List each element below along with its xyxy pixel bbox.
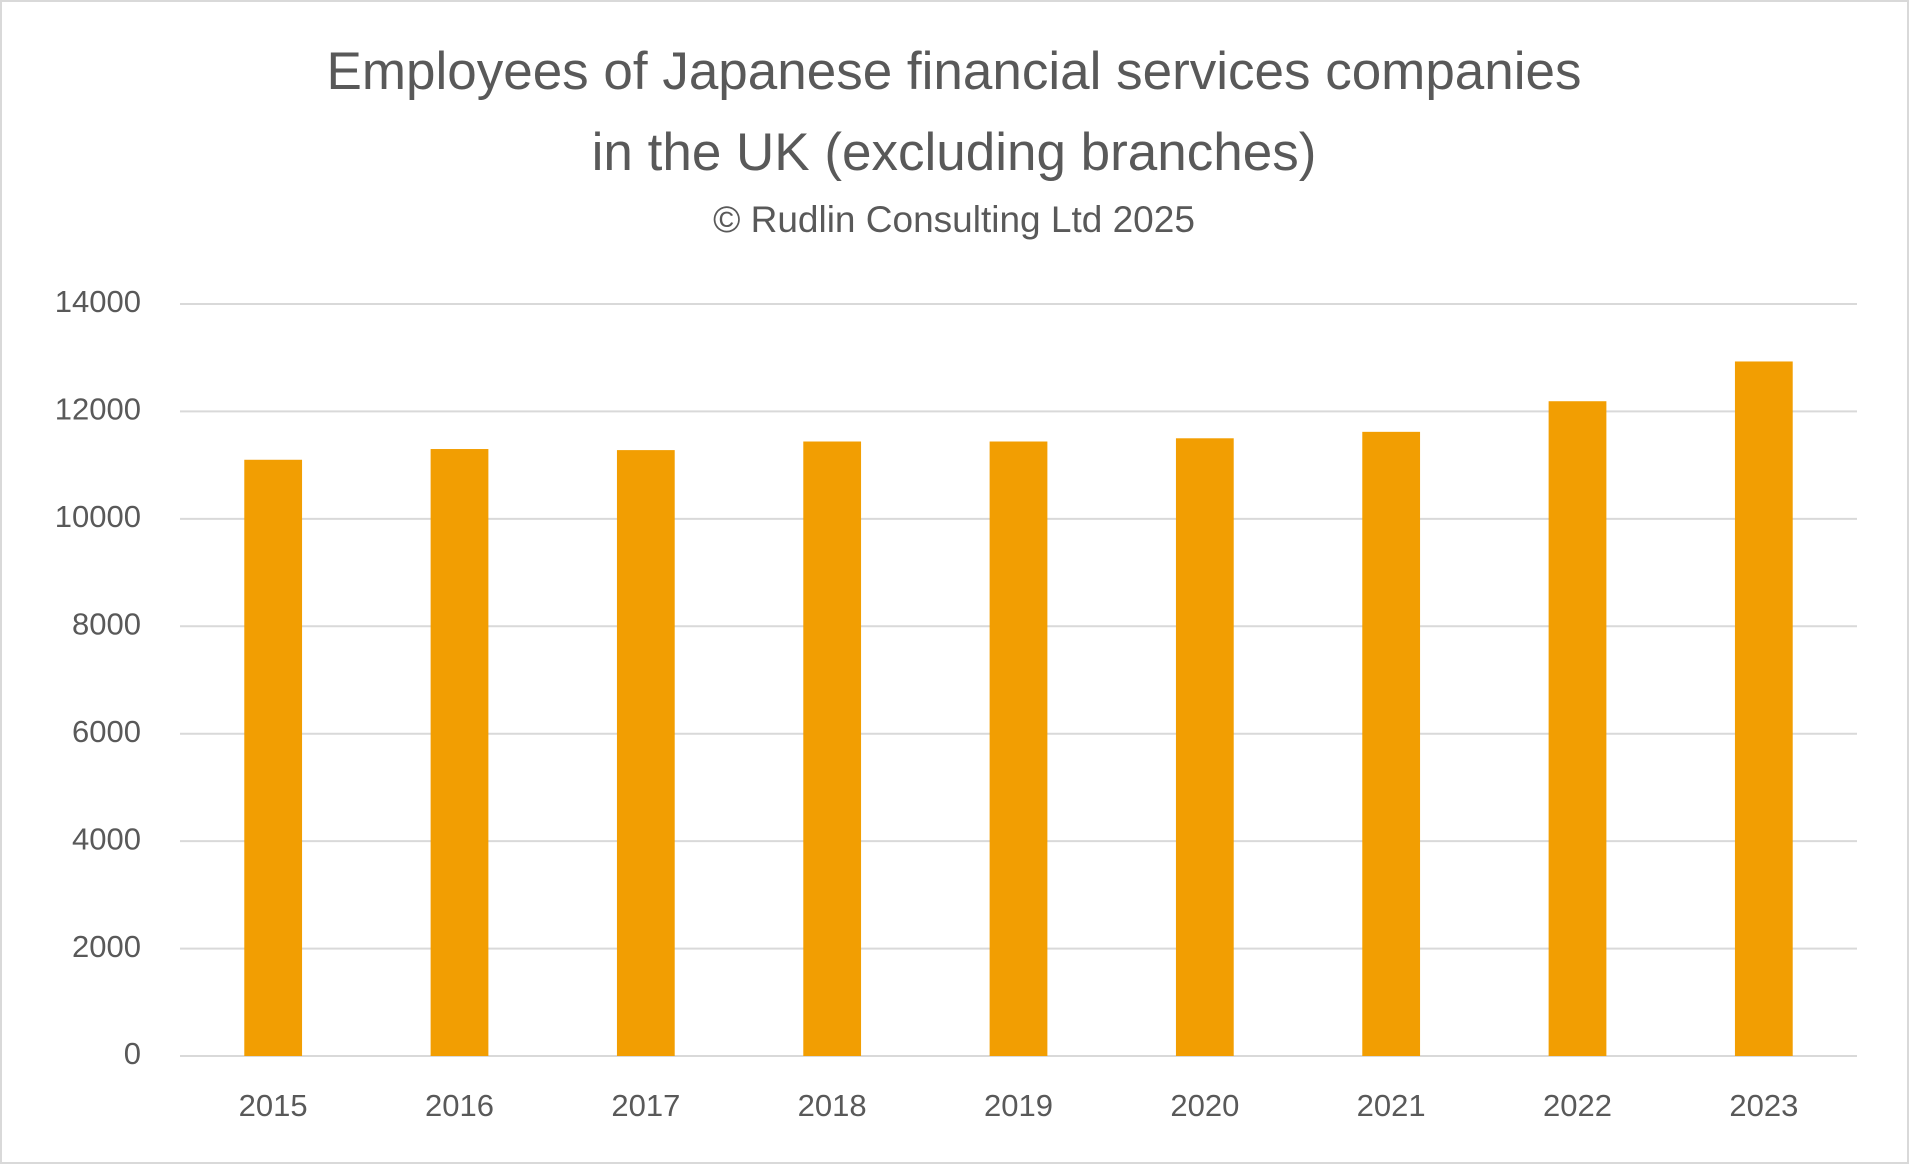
x-tick-label: 2022: [1543, 1088, 1612, 1123]
y-tick-label: 4000: [72, 821, 141, 856]
chart-subtitle: © Rudlin Consulting Ltd 2025: [713, 199, 1195, 240]
x-tick-label: 2017: [611, 1088, 680, 1123]
x-tick-label: 2023: [1729, 1088, 1798, 1123]
x-tick-label: 2020: [1170, 1088, 1239, 1123]
y-tick-label: 6000: [72, 714, 141, 749]
x-tick-label: 2018: [798, 1088, 867, 1123]
x-tick-label: 2015: [239, 1088, 308, 1123]
y-tick-label: 10000: [55, 499, 141, 534]
y-tick-label: 2000: [72, 929, 141, 964]
bar: [1362, 431, 1421, 1057]
bar: [803, 441, 862, 1057]
bar: [1734, 361, 1793, 1057]
y-tick-label: 12000: [55, 392, 141, 427]
x-tick-label: 2021: [1357, 1088, 1426, 1123]
bar: [244, 459, 303, 1056]
x-tick-label: 2019: [984, 1088, 1053, 1123]
chart-title: in the UK (excluding branches): [592, 123, 1317, 182]
bar: [989, 441, 1048, 1057]
y-tick-label: 8000: [72, 606, 141, 641]
bar: [430, 449, 489, 1056]
bar: [1175, 438, 1234, 1056]
chart-title: Employees of Japanese financial services…: [327, 42, 1582, 101]
y-tick-label: 0: [124, 1036, 141, 1071]
bar: [1548, 401, 1607, 1056]
x-tick-label: 2016: [425, 1088, 494, 1123]
y-tick-label: 14000: [55, 284, 141, 319]
bar: [616, 450, 675, 1056]
